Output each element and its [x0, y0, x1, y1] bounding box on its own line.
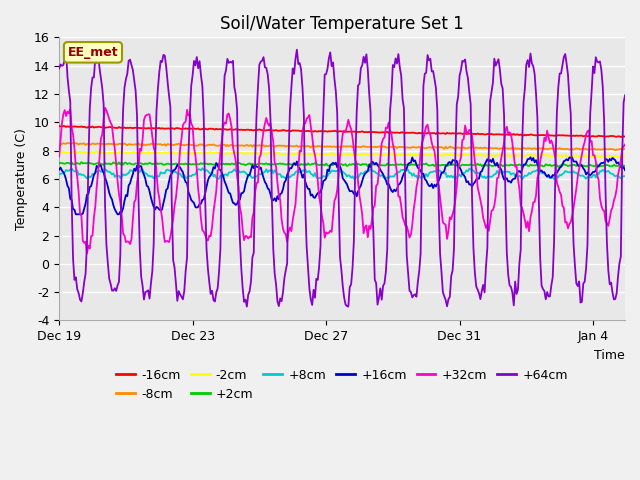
Y-axis label: Temperature (C): Temperature (C)	[15, 128, 28, 230]
X-axis label: Time: Time	[595, 349, 625, 362]
Legend: -16cm, -8cm, -2cm, +2cm, +8cm, +16cm, +32cm, +64cm: -16cm, -8cm, -2cm, +2cm, +8cm, +16cm, +3…	[111, 363, 573, 406]
Text: EE_met: EE_met	[68, 46, 118, 59]
Title: Soil/Water Temperature Set 1: Soil/Water Temperature Set 1	[220, 15, 464, 33]
